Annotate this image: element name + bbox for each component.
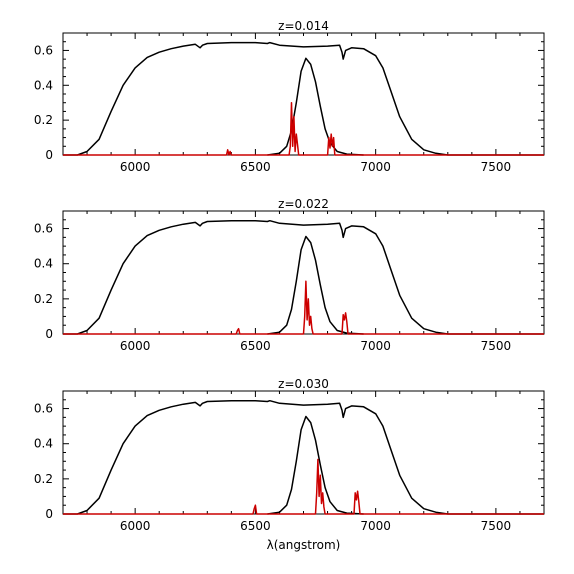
chart-title: z=0.030 (278, 377, 329, 391)
x-tick-label: 7000 (360, 339, 391, 353)
y-tick-label: 0 (45, 507, 53, 521)
chart-title: z=0.014 (278, 19, 329, 33)
y-tick-label: 0.4 (34, 78, 53, 92)
y-tick-label: 0.2 (34, 113, 53, 127)
y-tick-label: 0.4 (34, 257, 53, 271)
x-tick-label: 7000 (360, 160, 391, 174)
series-line-1 (63, 399, 544, 515)
x-tick-label: 7500 (481, 160, 512, 174)
plot-frame (62, 390, 545, 515)
x-tick-label: 6500 (240, 519, 271, 533)
y-tick-label: 0.6 (34, 402, 53, 416)
y-tick-label: 0.6 (34, 43, 53, 57)
x-tick-label: 7500 (481, 339, 512, 353)
x-tick-label: 6500 (240, 339, 271, 353)
y-tick-label: 0.4 (34, 437, 53, 451)
series-line-3 (63, 280, 544, 335)
x-tick-label: 7000 (360, 519, 391, 533)
x-tick-label: 7500 (481, 519, 512, 533)
y-tick-label: 0.2 (34, 472, 53, 486)
series-line-3 (63, 101, 544, 156)
y-tick-label: 0 (45, 148, 53, 162)
series-line-2 (267, 415, 364, 515)
x-tick-label: 6000 (120, 519, 151, 533)
x-tick-label: 6500 (240, 160, 271, 174)
chart-panel-1: 6000 6500 7000 7500 0 0.2 0.4 0.6 z=0.014 (34, 19, 545, 174)
chart-panel-2: 6000 6500 7000 7500 0 0.2 0.4 0.6 z=0.022 (34, 197, 545, 353)
plot-frame (62, 210, 545, 335)
y-tick-label: 0.2 (34, 292, 53, 306)
series-line-2 (267, 235, 364, 335)
series-line-3 (63, 458, 544, 515)
x-tick-label: 6000 (120, 160, 151, 174)
plot-frame (62, 32, 545, 156)
chart-title: z=0.022 (278, 197, 329, 211)
chart-panels: 6000 6500 7000 7500 0 0.2 0.4 0.6 z=0.014 6000 650… (34, 19, 545, 552)
y-tick-label: 0 (45, 327, 53, 341)
chart-panel-3: 6000 6500 7000 7500 0 0.2 0.4 0.6 z=0.030 λ(angst… (34, 377, 545, 552)
x-axis-label: λ(angstrom) (267, 538, 341, 552)
y-tick-label: 0.6 (34, 222, 53, 236)
series-line-2 (267, 57, 364, 156)
x-tick-label: 6000 (120, 339, 151, 353)
series-line-1 (63, 219, 544, 335)
series-line-1 (63, 41, 544, 156)
